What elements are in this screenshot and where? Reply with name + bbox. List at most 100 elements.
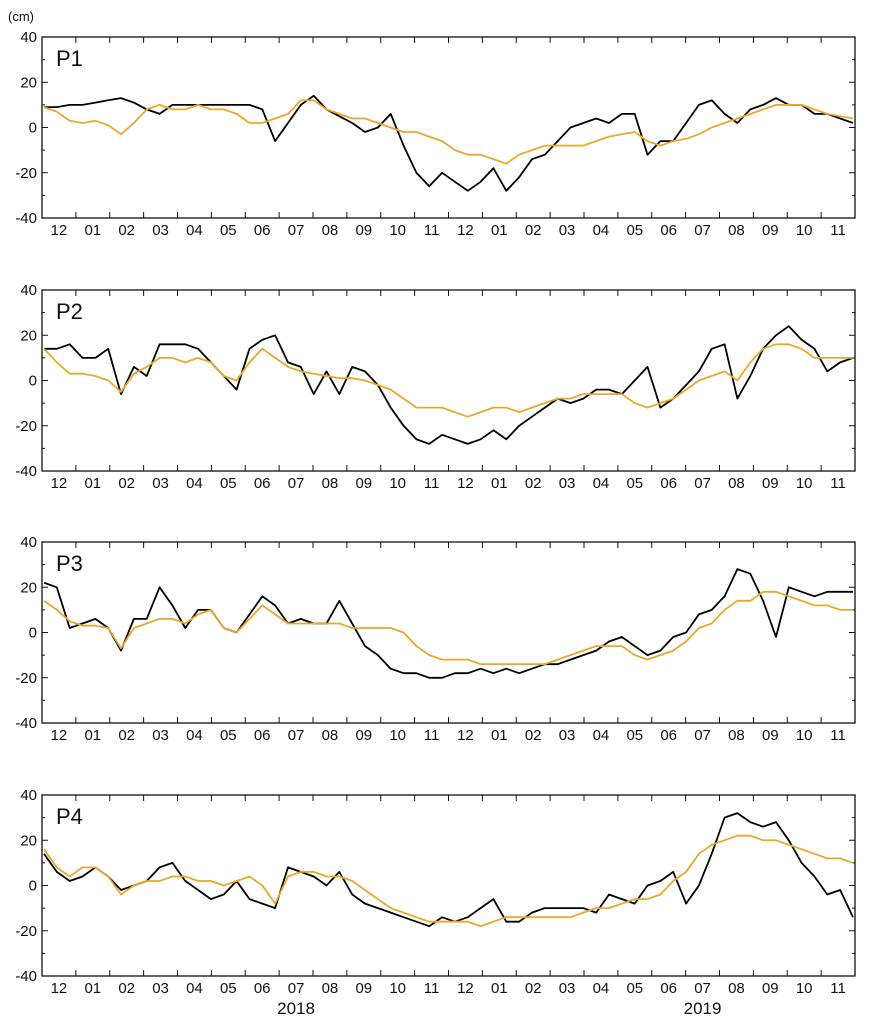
x-tick-label: 04 <box>186 980 203 997</box>
x-tick-label: 09 <box>355 980 372 997</box>
y-tick-label: 40 <box>20 282 37 299</box>
x-tick-label: 05 <box>626 727 643 744</box>
x-tick-label: 04 <box>186 727 203 744</box>
year-label: 2018 <box>277 999 315 1018</box>
y-tick-label: 40 <box>20 534 37 551</box>
x-tick-label: 08 <box>728 980 745 997</box>
x-tick-label: 09 <box>355 222 372 239</box>
x-tick-label: 01 <box>491 980 508 997</box>
x-tick-label: 12 <box>457 980 474 997</box>
x-tick-label: 11 <box>424 475 440 492</box>
series-line-orange <box>43 834 854 928</box>
x-tick-label: 11 <box>424 727 440 744</box>
x-tick-label: 12 <box>51 222 68 239</box>
x-tick-label: 04 <box>186 222 203 239</box>
x-tick-label: 03 <box>152 222 169 239</box>
y-tick-label: -40 <box>15 715 37 732</box>
x-tick-label: 02 <box>525 980 542 997</box>
x-tick-label: 05 <box>626 475 643 492</box>
x-tick-label: 08 <box>322 980 339 997</box>
y-tick-label: 0 <box>29 625 37 642</box>
y-tick-label: -20 <box>15 418 37 435</box>
x-tick-label: 05 <box>626 980 643 997</box>
unit-label: (cm) <box>8 9 34 24</box>
panel-label: P2 <box>56 299 83 324</box>
series-line-black <box>43 568 853 679</box>
x-tick-label: 11 <box>424 980 440 997</box>
y-tick-label: 20 <box>20 74 37 91</box>
x-tick-label: 03 <box>559 727 576 744</box>
series-line-orange <box>43 590 853 666</box>
y-tick-label: -40 <box>15 463 37 480</box>
x-tick-label: 01 <box>491 727 508 744</box>
x-tick-label: 08 <box>322 222 339 239</box>
x-tick-label: 04 <box>593 475 610 492</box>
x-tick-label: 04 <box>593 222 610 239</box>
x-tick-label: 08 <box>322 475 339 492</box>
y-tick-label: 0 <box>29 373 37 390</box>
x-tick-label: 05 <box>626 222 643 239</box>
x-tick-label: 02 <box>525 222 542 239</box>
year-label: 2019 <box>684 999 722 1018</box>
series-line-black <box>44 94 854 192</box>
x-tick-label: 03 <box>559 475 576 492</box>
x-tick-label: 06 <box>660 980 677 997</box>
x-tick-label: 01 <box>84 222 101 239</box>
x-tick-label: 09 <box>762 222 779 239</box>
x-tick-label: 03 <box>559 980 576 997</box>
x-tick-label: 10 <box>796 980 813 997</box>
y-tick-label: 20 <box>20 579 37 596</box>
x-tick-label: 04 <box>186 475 203 492</box>
x-tick-label: 03 <box>152 727 169 744</box>
y-tick-label: 0 <box>29 120 37 137</box>
x-tick-label: 11 <box>830 475 846 492</box>
x-tick-label: 05 <box>220 475 237 492</box>
x-tick-label: 02 <box>118 980 135 997</box>
x-tick-label: 01 <box>491 475 508 492</box>
x-tick-label: 07 <box>694 727 711 744</box>
x-tick-label: 07 <box>694 475 711 492</box>
x-tick-label: 10 <box>389 475 406 492</box>
y-tick-label: -20 <box>15 670 37 687</box>
y-tick-label: 40 <box>20 787 37 804</box>
series-line-orange <box>43 343 853 418</box>
x-tick-label: 03 <box>152 475 169 492</box>
x-tick-label: 12 <box>457 727 474 744</box>
x-tick-label: 01 <box>84 980 101 997</box>
x-tick-label: 10 <box>389 222 406 239</box>
x-tick-label: 01 <box>84 727 101 744</box>
x-tick-label: 08 <box>322 727 339 744</box>
x-tick-label: 09 <box>355 727 372 744</box>
y-tick-label: -20 <box>15 923 37 940</box>
y-tick-label: 0 <box>29 878 37 895</box>
x-tick-label: 09 <box>762 727 779 744</box>
x-tick-label: 07 <box>288 222 305 239</box>
x-tick-label: 10 <box>389 727 406 744</box>
x-tick-label: 03 <box>152 980 169 997</box>
x-tick-label: 08 <box>728 475 745 492</box>
x-tick-label: 02 <box>118 222 135 239</box>
x-tick-label: 05 <box>220 980 237 997</box>
x-tick-label: 11 <box>830 727 846 744</box>
x-tick-label: 06 <box>254 980 271 997</box>
x-tick-label: 12 <box>457 475 474 492</box>
y-tick-label: -40 <box>15 210 37 227</box>
x-tick-label: 01 <box>491 222 508 239</box>
x-tick-label: 09 <box>762 475 779 492</box>
y-tick-label: -40 <box>15 968 37 985</box>
x-tick-label: 09 <box>355 475 372 492</box>
y-tick-label: 20 <box>20 327 37 344</box>
y-tick-label: 40 <box>20 29 37 46</box>
x-tick-label: 07 <box>288 727 305 744</box>
x-tick-label: 02 <box>118 475 135 492</box>
x-tick-label: 08 <box>728 727 745 744</box>
panel-label: P4 <box>56 804 83 829</box>
x-tick-label: 06 <box>660 727 677 744</box>
x-tick-label: 07 <box>288 980 305 997</box>
x-tick-label: 10 <box>796 727 813 744</box>
x-tick-label: 05 <box>220 222 237 239</box>
series-line-orange <box>43 99 854 165</box>
x-tick-label: 08 <box>728 222 745 239</box>
